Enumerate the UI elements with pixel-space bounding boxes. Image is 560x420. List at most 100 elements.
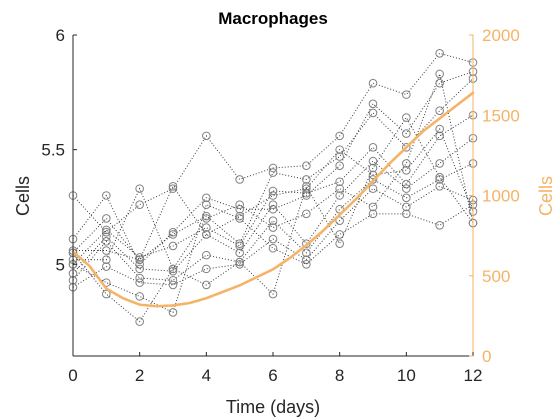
- data-point: [135, 255, 144, 265]
- data-point: [135, 278, 144, 287]
- data-point: [235, 175, 244, 184]
- data-point: [168, 230, 178, 239]
- data-point: [135, 200, 144, 209]
- right-y-tick-label: 1000: [482, 187, 520, 206]
- data-point: [368, 156, 378, 166]
- chart-title: Macrophages: [218, 9, 328, 28]
- data-point: [435, 175, 444, 184]
- data-point: [302, 191, 311, 200]
- data-point: [202, 250, 211, 260]
- data-point: [102, 214, 111, 223]
- x-axis-label: Time (days): [226, 397, 320, 417]
- x-tick-label: 8: [335, 366, 344, 385]
- data-point: [135, 253, 144, 262]
- replicate-line: [72, 71, 474, 266]
- data-point: [402, 165, 411, 175]
- data-point: [368, 108, 378, 118]
- data-point: [202, 264, 211, 274]
- data-point: [102, 289, 111, 299]
- data-point: [302, 182, 311, 191]
- x-tick-label: 4: [202, 366, 211, 385]
- replicate-series-8: [68, 200, 478, 317]
- x-tick-label: 6: [268, 366, 277, 385]
- data-point: [335, 152, 344, 161]
- data-point: [335, 216, 344, 226]
- data-point: [402, 179, 411, 189]
- data-point: [435, 172, 444, 182]
- data-point: [335, 161, 344, 170]
- data-point: [235, 257, 244, 267]
- data-point: [368, 143, 378, 152]
- data-point: [302, 175, 311, 184]
- data-point: [302, 209, 311, 219]
- data-point: [202, 131, 211, 141]
- data-point: [235, 200, 244, 209]
- replicate-line: [72, 204, 474, 314]
- left-y-axis-label: Cells: [13, 176, 33, 216]
- data-point: [135, 264, 144, 274]
- data-point: [402, 129, 411, 138]
- data-point: [335, 239, 344, 248]
- data-point: [402, 159, 411, 168]
- right-y-ticks: 0 500 1000 1500 2000: [469, 26, 520, 366]
- data-point: [102, 191, 111, 200]
- data-point: [435, 182, 444, 191]
- data-point: [368, 99, 378, 109]
- data-point: [435, 49, 444, 58]
- data-point: [402, 143, 411, 152]
- data-point: [268, 186, 278, 196]
- data-point: [235, 241, 244, 251]
- replicate-series-layer: [68, 49, 478, 326]
- mean-cells-line: [71, 91, 475, 308]
- data-point: [202, 230, 211, 239]
- data-point: [435, 159, 444, 168]
- left-y-tick-label: 6: [56, 26, 65, 45]
- data-point: [368, 202, 378, 212]
- x-tick-label: 10: [397, 366, 416, 385]
- data-point: [168, 182, 178, 191]
- x-tick-label: 0: [68, 366, 77, 385]
- x-tick-label: 12: [464, 366, 483, 385]
- replicate-line: [72, 185, 474, 288]
- data-point: [202, 211, 211, 221]
- right-y-tick-label: 500: [482, 267, 510, 286]
- data-point: [402, 202, 411, 212]
- data-point: [168, 184, 178, 193]
- data-point: [435, 221, 444, 230]
- data-point: [102, 237, 111, 246]
- replicate-line: [72, 116, 474, 323]
- data-point: [202, 200, 211, 209]
- left-y-tick-label: 5.5: [41, 141, 65, 160]
- data-point: [102, 225, 111, 235]
- data-point: [435, 106, 444, 115]
- mean-series-layer: [71, 91, 475, 308]
- data-point: [235, 248, 244, 258]
- data-point: [268, 163, 278, 173]
- data-point: [202, 280, 211, 290]
- data-point: [168, 241, 178, 251]
- right-y-tick-label: 2000: [482, 26, 520, 45]
- data-point: [435, 69, 444, 79]
- data-point: [368, 175, 378, 184]
- data-point: [268, 200, 278, 209]
- data-point: [268, 216, 278, 226]
- x-ticks: 0 2 4 6 8 10 12: [68, 352, 482, 385]
- data-point: [268, 243, 278, 253]
- replicate-line: [72, 162, 474, 281]
- data-point: [402, 184, 411, 193]
- replicate-line: [72, 52, 474, 233]
- data-point: [335, 145, 344, 154]
- replicate-line: [73, 72, 474, 270]
- data-point: [268, 234, 278, 244]
- right-y-tick-label: 0: [482, 347, 491, 366]
- data-point: [402, 193, 411, 203]
- data-point: [235, 204, 244, 214]
- left-y-tick-label: 5: [56, 255, 65, 274]
- data-point: [368, 78, 378, 88]
- data-point: [168, 276, 178, 285]
- data-point: [268, 289, 278, 299]
- data-point: [268, 168, 278, 177]
- data-point: [368, 163, 378, 173]
- data-point: [368, 209, 378, 219]
- data-point: [335, 191, 344, 200]
